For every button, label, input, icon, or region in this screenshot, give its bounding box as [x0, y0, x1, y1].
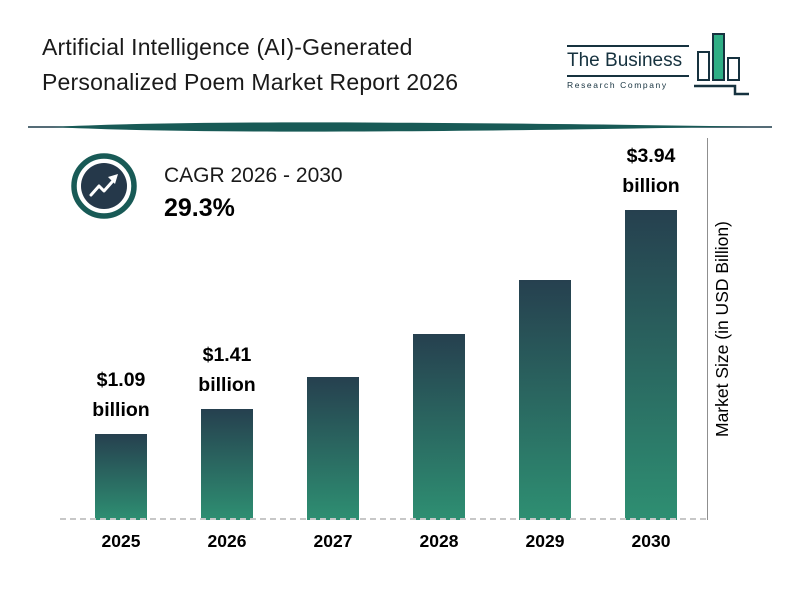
x-tick-2028: 2028 — [419, 531, 459, 551]
bar-chart: $1.09 billion $1.41 billion $3.94 billion — [60, 128, 706, 520]
x-tick-2029: 2029 — [525, 531, 565, 551]
bar-2025 — [95, 434, 147, 520]
title-line-1: Artificial Intelligence (AI)-Generated — [42, 34, 413, 60]
x-tick-2026: 2026 — [207, 531, 247, 551]
logo-name: The Business — [567, 50, 683, 71]
bar-column-2028 — [386, 334, 492, 520]
bar-2028 — [413, 334, 465, 520]
bar-column-2027 — [280, 377, 386, 520]
cagr-text-block: CAGR 2026 - 2030 29.3% — [164, 152, 343, 223]
bar-column-2026: $1.41 billion — [174, 340, 280, 520]
bars: $1.09 billion $1.41 billion $3.94 billion — [68, 128, 704, 520]
y-axis-title: Market Size (in USD Billion) — [712, 221, 732, 437]
cagr-value: 29.3% — [164, 194, 235, 222]
bar-2027 — [307, 377, 359, 520]
cagr-badge: CAGR 2026 - 2030 29.3% — [70, 152, 343, 223]
bar-2026 — [201, 409, 253, 520]
bar-column-2029 — [492, 280, 598, 520]
logo-bar-chart-icon — [694, 33, 749, 96]
logo-text-block: The Business Research Company — [567, 28, 689, 90]
growth-arrow-icon — [71, 153, 137, 219]
x-tick-2030: 2030 — [631, 531, 671, 551]
logo-rule-bottom — [567, 75, 689, 77]
y-axis-line — [707, 138, 708, 520]
logo-rule-top — [567, 45, 689, 47]
bar-2029 — [519, 280, 571, 520]
x-tick-2027: 2027 — [313, 531, 353, 551]
cagr-label: CAGR 2026 - 2030 — [164, 164, 343, 187]
baseline-dashed — [60, 518, 706, 520]
bar-2030 — [625, 210, 677, 520]
divider-swoosh — [28, 122, 772, 132]
x-axis: 2025 2026 2027 2028 2029 2030 — [68, 531, 704, 552]
x-tick-2025: 2025 — [101, 531, 141, 551]
bar-column-2025: $1.09 billion — [68, 365, 174, 520]
bar-value-label-2030: $3.94 billion — [622, 145, 680, 197]
bar-value-label-2026: $1.41 billion — [198, 344, 256, 396]
page-title: Artificial Intelligence (AI)-Generated P… — [42, 30, 458, 100]
bar-column-2030: $3.94 billion — [598, 141, 704, 520]
company-logo: The Business Research Company — [567, 28, 750, 96]
logo-subname: Research Company — [567, 80, 668, 90]
title-line-2: Personalized Poem Market Report 2026 — [42, 69, 459, 95]
bar-value-label-2025: $1.09 billion — [92, 369, 150, 421]
